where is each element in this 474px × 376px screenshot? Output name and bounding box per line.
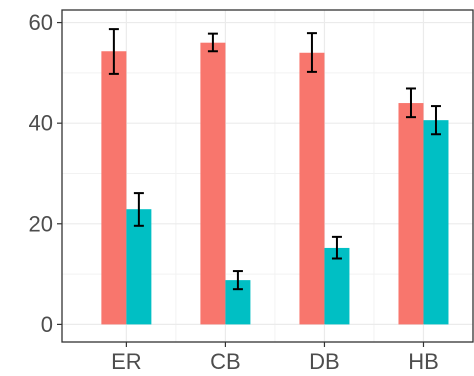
- y-tick-label: 60: [29, 10, 53, 35]
- x-tick-label: ER: [111, 349, 142, 374]
- errorbars-layer: [108, 28, 441, 291]
- x-tick-label: HB: [408, 349, 439, 374]
- x-tick-label: DB: [309, 349, 340, 374]
- bar: [101, 51, 127, 325]
- bar: [200, 42, 226, 325]
- panel-border: [61, 9, 474, 343]
- x-axis: ER CB DB HB: [111, 342, 439, 374]
- bar: [423, 120, 449, 325]
- y-tick-label: 20: [29, 211, 53, 236]
- y-tick-label: 0: [41, 312, 53, 337]
- bar: [126, 209, 152, 325]
- bar: [324, 247, 350, 325]
- y-axis: 0 20 40 60: [29, 10, 62, 337]
- bar: [299, 52, 325, 325]
- y-tick-label: 40: [29, 111, 53, 136]
- x-tick-label: CB: [210, 349, 241, 374]
- bar: [398, 103, 424, 325]
- bars-layer: [101, 42, 449, 325]
